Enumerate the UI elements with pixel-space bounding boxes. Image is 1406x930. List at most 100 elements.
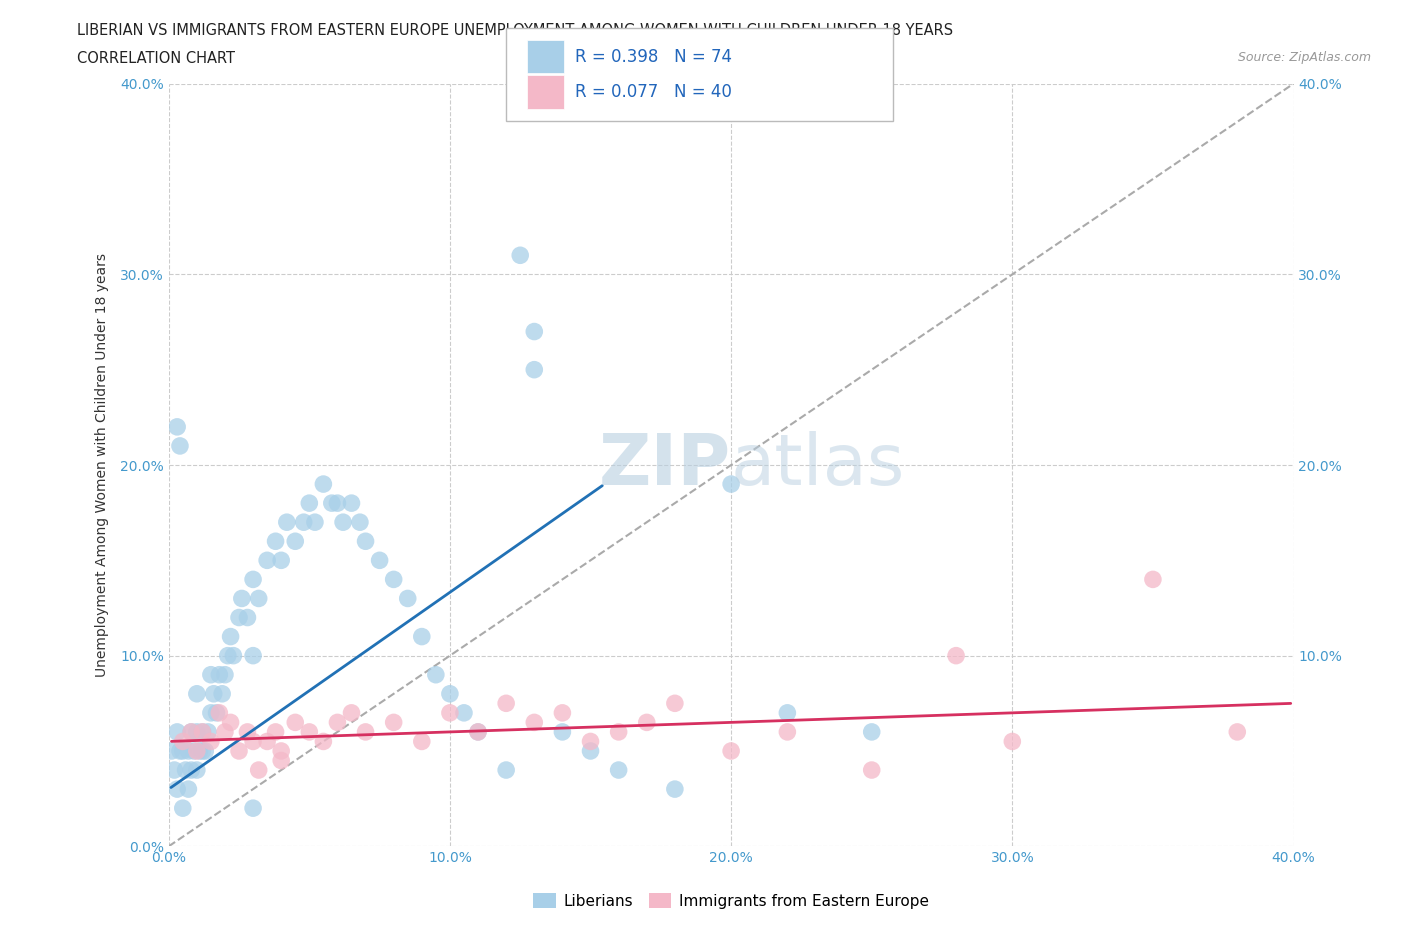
Point <box>523 715 546 730</box>
Point <box>495 763 517 777</box>
Point <box>166 724 188 739</box>
Point <box>186 686 208 701</box>
Point <box>354 534 377 549</box>
Point <box>776 724 799 739</box>
Text: R = 0.398   N = 74: R = 0.398 N = 74 <box>575 47 733 66</box>
Point <box>551 724 574 739</box>
Point <box>382 572 405 587</box>
Point <box>228 744 250 759</box>
Point <box>202 686 225 701</box>
Point <box>439 686 461 701</box>
Point <box>607 763 630 777</box>
Point <box>368 553 391 568</box>
Point <box>312 477 335 492</box>
Point <box>270 553 292 568</box>
Point <box>214 668 236 683</box>
Point <box>270 744 292 759</box>
Point <box>284 534 307 549</box>
Point <box>411 630 433 644</box>
Point <box>242 801 264 816</box>
Point <box>298 496 321 511</box>
Point <box>191 724 214 739</box>
Point <box>349 515 371 530</box>
Point <box>332 515 354 530</box>
Point <box>340 706 363 721</box>
Point <box>219 630 242 644</box>
Point <box>292 515 315 530</box>
Point <box>860 724 883 739</box>
Point <box>284 715 307 730</box>
Point <box>453 706 475 721</box>
Point <box>208 668 231 683</box>
Point <box>276 515 298 530</box>
Point <box>219 715 242 730</box>
Text: ZIP: ZIP <box>599 431 731 499</box>
Point <box>242 648 264 663</box>
Point <box>312 734 335 749</box>
Point <box>551 706 574 721</box>
Point <box>205 706 228 721</box>
Point <box>242 734 264 749</box>
Point <box>177 744 200 759</box>
Point <box>194 744 217 759</box>
Point <box>1226 724 1249 739</box>
Point <box>720 744 742 759</box>
Point <box>382 715 405 730</box>
Point <box>247 591 270 606</box>
Point <box>188 744 211 759</box>
Point <box>191 744 214 759</box>
Text: atlas: atlas <box>731 431 905 499</box>
Point <box>509 248 531 263</box>
Point <box>222 648 245 663</box>
Point <box>231 591 253 606</box>
Point <box>247 763 270 777</box>
Point <box>169 744 191 759</box>
Point <box>326 496 349 511</box>
Point <box>208 706 231 721</box>
Text: Source: ZipAtlas.com: Source: ZipAtlas.com <box>1237 51 1371 64</box>
Text: CORRELATION CHART: CORRELATION CHART <box>77 51 235 66</box>
Point <box>256 734 278 749</box>
Point <box>579 734 602 749</box>
Point <box>186 763 208 777</box>
Point <box>228 610 250 625</box>
Point <box>411 734 433 749</box>
Point <box>579 744 602 759</box>
Point <box>467 724 489 739</box>
Point <box>304 515 326 530</box>
Point <box>197 724 219 739</box>
Point <box>945 648 967 663</box>
Point <box>340 496 363 511</box>
Point <box>523 363 546 378</box>
Text: LIBERIAN VS IMMIGRANTS FROM EASTERN EUROPE UNEMPLOYMENT AMONG WOMEN WITH CHILDRE: LIBERIAN VS IMMIGRANTS FROM EASTERN EURO… <box>77 23 953 38</box>
Text: R = 0.077   N = 40: R = 0.077 N = 40 <box>575 83 733 101</box>
Point <box>439 706 461 721</box>
Point <box>776 706 799 721</box>
Point <box>495 696 517 711</box>
Point <box>200 706 222 721</box>
Point <box>166 419 188 434</box>
Point <box>396 591 419 606</box>
Point <box>183 744 205 759</box>
Point <box>321 496 343 511</box>
Point <box>264 534 287 549</box>
Point <box>200 668 222 683</box>
Legend: Liberians, Immigrants from Eastern Europe: Liberians, Immigrants from Eastern Europ… <box>527 886 935 915</box>
Point <box>242 572 264 587</box>
Point <box>1001 734 1024 749</box>
Point <box>180 724 202 739</box>
Point <box>664 696 686 711</box>
Point <box>166 781 188 796</box>
Point <box>186 724 208 739</box>
Point <box>264 724 287 739</box>
Point <box>217 648 239 663</box>
Point <box>180 763 202 777</box>
Point <box>523 325 546 339</box>
Point <box>860 763 883 777</box>
Point <box>607 724 630 739</box>
Point <box>200 734 222 749</box>
Point <box>177 781 200 796</box>
Point <box>214 724 236 739</box>
Point <box>720 477 742 492</box>
Point <box>186 744 208 759</box>
